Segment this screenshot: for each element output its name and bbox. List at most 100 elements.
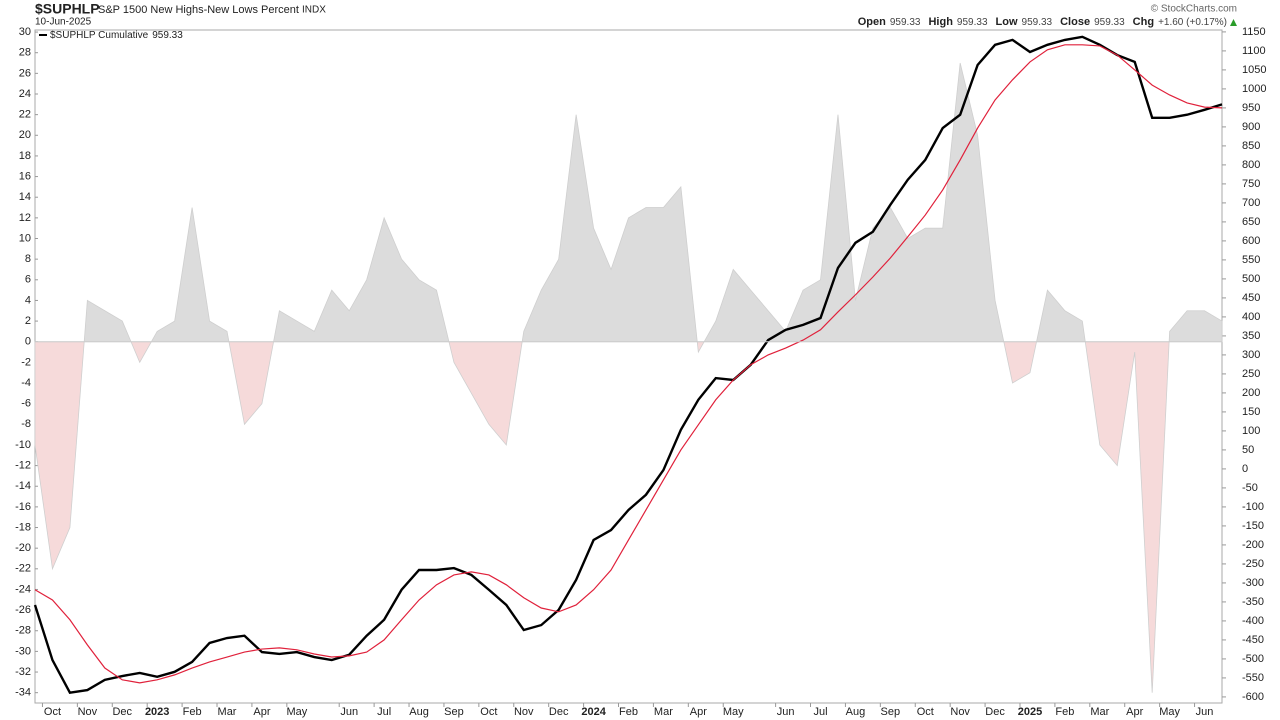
y-tick-label: -22 (15, 563, 31, 575)
x-tick-label: Mar (654, 706, 673, 718)
y-tick-label: -26 (15, 604, 31, 616)
y2-tick-label: 450 (1242, 292, 1260, 304)
symbol: $SUPHLP (35, 1, 100, 17)
x-tick-label: Oct (480, 706, 497, 718)
y-tick-label: 16 (19, 170, 31, 182)
y-tick-label: -16 (15, 501, 31, 513)
quote-value: 959.33 (890, 17, 921, 28)
y-tick-label: 12 (19, 212, 31, 224)
quote-value: 959.33 (957, 17, 988, 28)
x-tick-label: Dec (112, 706, 132, 718)
y2-tick-label: 500 (1242, 273, 1260, 285)
y2-tick-label: 1000 (1242, 83, 1266, 95)
y2-tick-label: 750 (1242, 178, 1260, 190)
y2-tick-label: 950 (1242, 102, 1260, 114)
y2-tick-label: -500 (1242, 653, 1264, 665)
y2-tick-label: 600 (1242, 235, 1260, 247)
y2-tick-label: 100 (1242, 425, 1260, 437)
quote-value: 959.33 (1022, 17, 1053, 28)
index-name: S&P 1500 New Highs-New Lows Percent (98, 4, 299, 16)
y2-tick-label: 1100 (1242, 45, 1266, 57)
x-tick-label: 2025 (1018, 706, 1042, 718)
x-tick-label: Jun (1196, 706, 1214, 718)
y2-tick-label: -350 (1242, 596, 1264, 608)
x-tick-label: Sep (881, 706, 901, 718)
x-tick-label: 2023 (145, 706, 169, 718)
y-tick-label: 0 (25, 336, 31, 348)
y2-tick-label: 850 (1242, 140, 1260, 152)
y-tick-label: 28 (19, 47, 31, 59)
x-tick-label: Apr (1126, 706, 1143, 718)
plot-frame (34, 29, 1223, 704)
y-tick-label: 10 (19, 232, 31, 244)
x-tick-label: Sep (444, 706, 464, 718)
y2-tick-label: -450 (1242, 634, 1264, 646)
x-tick-label: Aug (409, 706, 429, 718)
x-tick-label: Aug (846, 706, 866, 718)
y-tick-label: 6 (25, 274, 31, 286)
y2-tick-label: 400 (1242, 311, 1260, 323)
y-tick-label: -8 (21, 418, 31, 430)
y-tick-label: -4 (21, 377, 31, 389)
quote-label: Close (1060, 16, 1090, 28)
x-tick-label: Mar (1090, 706, 1109, 718)
y-tick-label: 22 (19, 109, 31, 121)
y2-tick-label: -550 (1242, 672, 1264, 684)
y-tick-label: -2 (21, 356, 31, 368)
up-arrow (1230, 19, 1237, 26)
x-tick-label: 2024 (581, 706, 606, 718)
y2-tick-label: -100 (1242, 501, 1264, 513)
y-tick-label: 2 (25, 315, 31, 327)
y2-tick-label: 300 (1242, 349, 1260, 361)
y2-tick-label: 0 (1242, 463, 1248, 475)
y2-tick-label: 150 (1242, 406, 1260, 418)
area (34, 62, 1223, 693)
x-tick-label: May (286, 706, 307, 718)
y2-tick-label: -200 (1242, 539, 1264, 551)
y-tick-label: -10 (15, 439, 31, 451)
y2-tick-label: 550 (1242, 254, 1260, 266)
y2-tick-label: 200 (1242, 387, 1260, 399)
x-tick-label: Jul (813, 706, 827, 718)
y2-tick-label: 1150 (1242, 26, 1266, 38)
y-tick-label: 14 (19, 191, 31, 203)
y-tick-label: 26 (19, 67, 31, 79)
y-tick-label: -18 (15, 521, 31, 533)
y2-tick-label: 1050 (1242, 64, 1266, 76)
x-tick-label: Oct (44, 706, 61, 718)
y2-tick-label: -400 (1242, 615, 1264, 627)
quote-value: 959.33 (1094, 17, 1125, 28)
x-tick-label: Jun (340, 706, 358, 718)
x-tick-label: Apr (253, 706, 270, 718)
x-tick-label: May (1159, 706, 1180, 718)
y2-tick-label: -300 (1242, 577, 1264, 589)
y-tick-label: -12 (15, 459, 31, 471)
y2-tick-label: 50 (1242, 444, 1254, 456)
x-tick-label: Jun (777, 706, 795, 718)
quote-label: Low (996, 16, 1018, 28)
y-tick-label: 4 (25, 294, 31, 306)
x-tick-label: Dec (549, 706, 569, 718)
y-tick-label: -34 (15, 687, 31, 699)
x-tick-label: Feb (619, 706, 638, 718)
x-tick-label: Oct (917, 706, 934, 718)
line (33, 35, 1223, 695)
y-tick-label: -14 (15, 480, 31, 492)
y-tick-label: -28 (15, 625, 31, 637)
y-tick-label: -6 (21, 398, 31, 410)
legend-name: $SUPHLP Cumulative (50, 30, 149, 41)
legend-value: 959.33 (152, 30, 183, 41)
x-tick-label: May (723, 706, 744, 718)
y-tick-label: -20 (15, 542, 31, 554)
copyright: © StockCharts.com (1151, 4, 1237, 15)
quote-label: High (928, 16, 953, 28)
y2-tick-label: -150 (1242, 520, 1264, 532)
y2-tick-label: 250 (1242, 368, 1260, 380)
quote-label: Chg (1133, 16, 1154, 28)
quote-value: +1.60 (+0.17%) (1158, 17, 1227, 28)
exchange: INDX (302, 5, 326, 16)
y-tick-label: 20 (19, 129, 31, 141)
y2-tick-label: 900 (1242, 121, 1260, 133)
x-tick-label: Feb (1055, 706, 1074, 718)
x-tick-label: Feb (183, 706, 202, 718)
